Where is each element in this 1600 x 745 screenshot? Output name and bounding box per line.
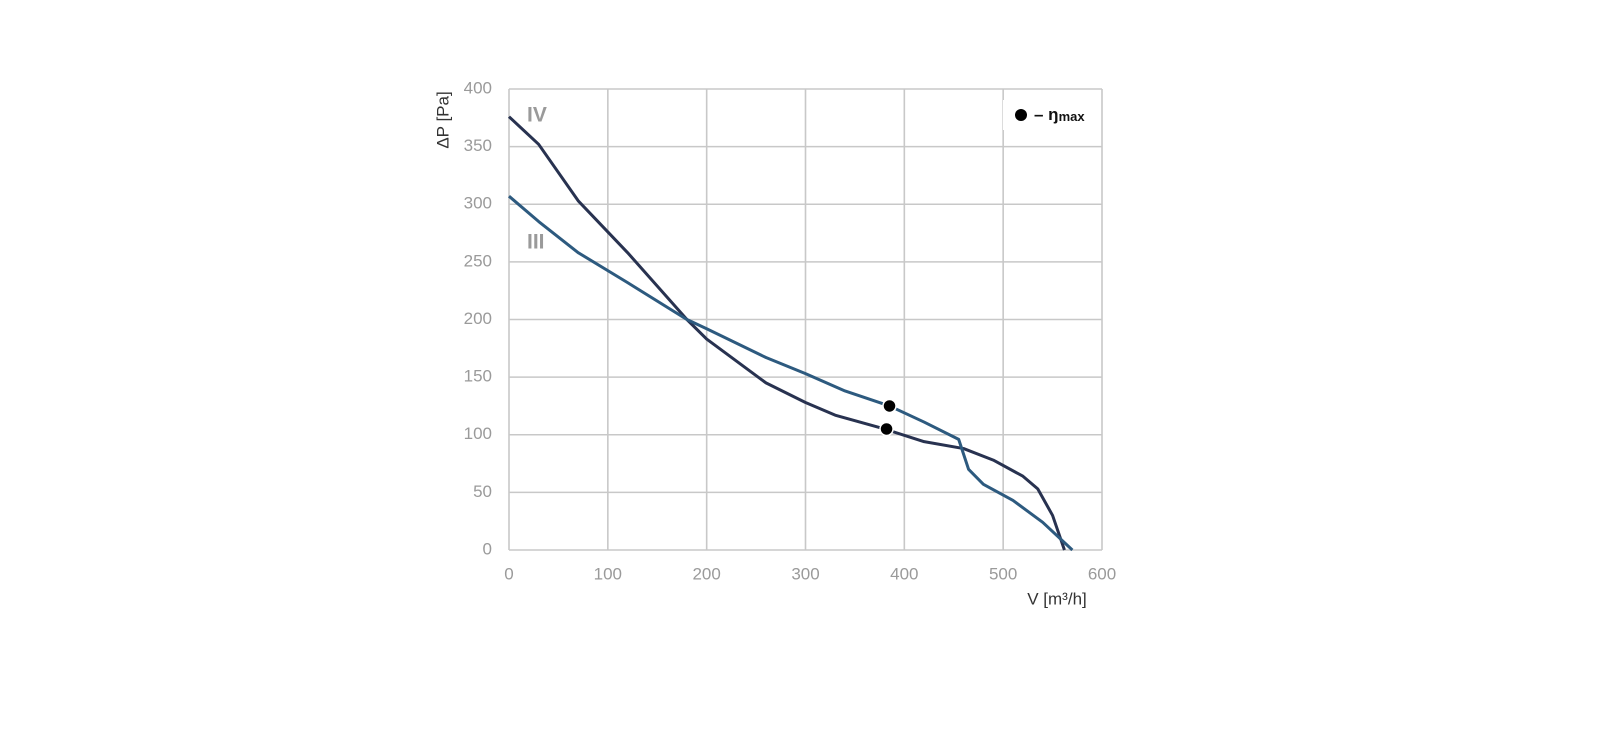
legend-label-main: – ŋ [1034,105,1059,124]
eta-max-point [882,398,897,414]
y-tick-label: 100 [464,424,492,443]
y-tick-label: 50 [473,482,492,501]
y-tick-label: 300 [464,194,492,213]
y-tick-label: 200 [464,309,492,328]
x-tick-label: 0 [504,564,513,583]
x-axis-title: V [m³/h] [1027,589,1087,608]
series-line [508,195,1074,552]
x-tick-label: 100 [594,564,622,583]
legend-label-sub: max [1059,109,1086,124]
series-label: III [527,231,545,254]
x-tick-label: 200 [692,564,720,583]
y-axis-title: ΔP [Pa] [433,91,452,148]
x-tick-label: 300 [791,564,819,583]
y-tick-label: 0 [483,539,492,558]
x-tick-label: 600 [1088,564,1116,583]
eta-max-point [879,421,894,437]
y-tick-label: 400 [464,78,492,97]
x-tick-label: 500 [989,564,1017,583]
legend-label: – ŋmax [1034,105,1085,124]
x-tick-label: 400 [890,564,918,583]
series-label: IV [527,104,547,127]
series-line [507,115,1066,551]
y-tick-label: 250 [464,251,492,270]
y-tick-label: 150 [464,367,492,386]
legend-marker [1015,109,1027,121]
y-tick-label: 350 [464,136,492,155]
